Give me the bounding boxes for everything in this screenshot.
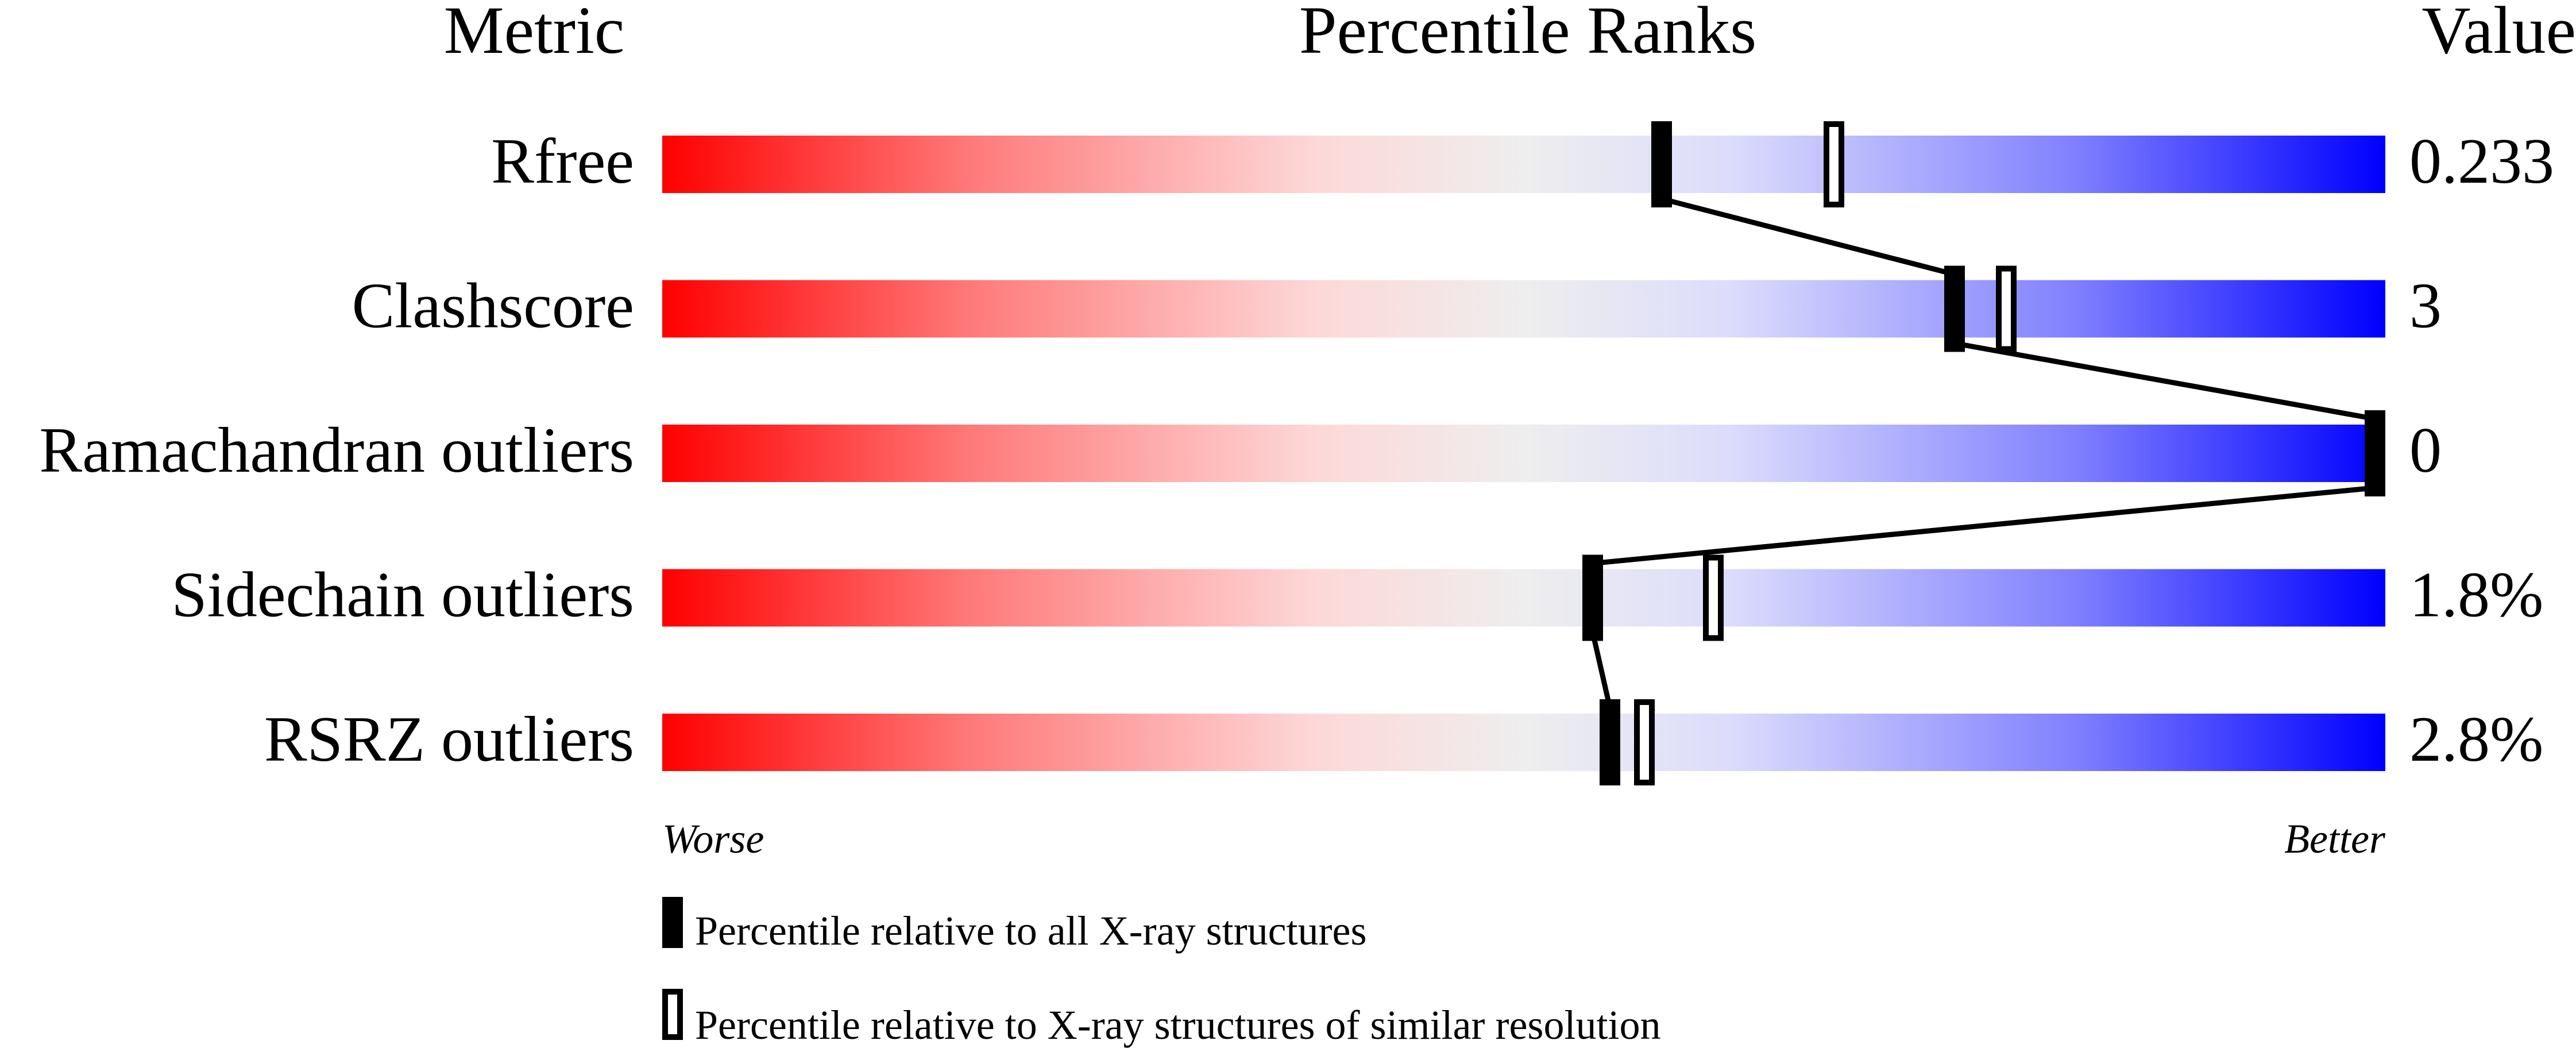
metric-value: 3 — [2409, 271, 2442, 342]
connector-line — [1660, 196, 1956, 277]
metric-label: Sidechain outliers — [171, 560, 634, 631]
connector-line — [1954, 341, 2376, 422]
header-value: Value — [2421, 0, 2576, 68]
marker-all-structures — [1651, 121, 1672, 207]
metric-value: 0 — [2409, 415, 2442, 486]
percentile-bar — [662, 136, 2385, 193]
marker-similar-resolution — [1996, 265, 2017, 352]
connector-line — [1590, 631, 1613, 709]
metric-value: 1.8% — [2409, 560, 2543, 631]
header-percentile-ranks: Percentile Ranks — [1299, 0, 1756, 68]
header-metric: Metric — [444, 0, 625, 68]
percentile-bar — [662, 569, 2385, 627]
metric-value: 0.233 — [2409, 126, 2554, 197]
legend-similar-resolution: Percentile relative to X-ray structures … — [695, 1002, 1660, 1048]
marker-similar-resolution — [1634, 699, 1655, 785]
marker-similar-resolution — [1703, 554, 1724, 641]
legend-all-structures: Percentile relative to all X-ray structu… — [695, 908, 1367, 954]
percentile-bar — [662, 280, 2385, 338]
percentile-bar — [662, 714, 2385, 771]
axis-label-better: Better — [2284, 816, 2386, 862]
axis-label-worse: Worse — [662, 816, 764, 862]
percentile-bar — [662, 425, 2385, 482]
marker-all-structures — [1944, 265, 1965, 352]
legend-open-marker-icon — [662, 989, 683, 1040]
metric-value: 2.8% — [2409, 704, 2543, 775]
marker-similar-resolution — [1824, 121, 1844, 207]
connector-line — [1592, 485, 2376, 566]
metric-label: Clashscore — [352, 271, 634, 342]
legend-filled-marker-icon — [662, 897, 683, 948]
marker-all-structures — [1600, 699, 1620, 785]
marker-all-structures — [2365, 410, 2385, 496]
metric-label: Rfree — [491, 126, 634, 197]
metric-label: RSRZ outliers — [264, 704, 634, 775]
metric-label: Ramachandran outliers — [39, 415, 634, 486]
marker-all-structures — [1582, 554, 1603, 641]
